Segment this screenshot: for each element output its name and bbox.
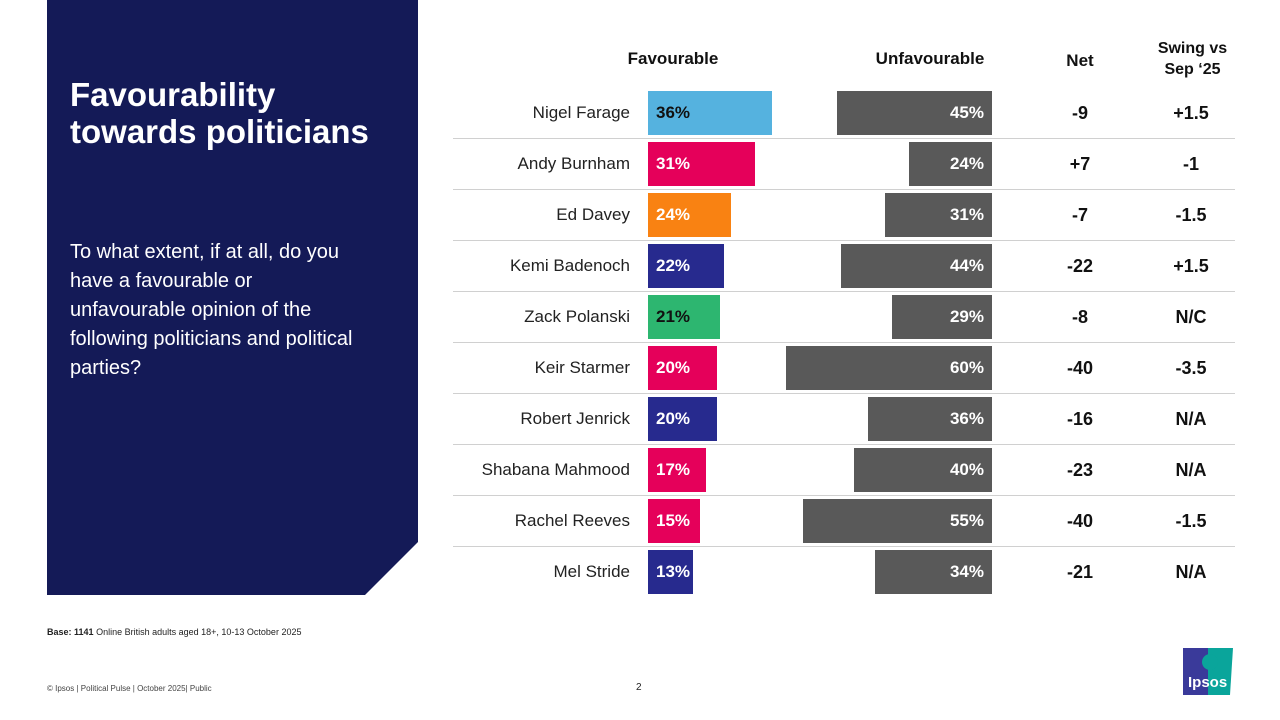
favourable-bar: 31% — [648, 142, 755, 186]
favourable-bar: 20% — [648, 397, 717, 441]
favourable-bar: 17% — [648, 448, 707, 492]
unfavourable-bar: 24% — [909, 142, 992, 186]
swing-value: N/A — [1175, 409, 1207, 429]
row-divider — [453, 393, 1235, 394]
favourable-label: 20% — [656, 409, 691, 428]
unfavourable-bar: 36% — [868, 397, 992, 441]
favourable-bar: 36% — [648, 91, 772, 135]
unfavourable-bar: 34% — [875, 550, 992, 594]
title-panel — [47, 0, 418, 595]
net-value: -40 — [1066, 358, 1093, 378]
swing-value: +1.5 — [1173, 103, 1209, 123]
unfavourable-bar: 31% — [885, 193, 992, 237]
net-value: -9 — [1071, 103, 1088, 123]
politician-name: Rachel Reeves — [514, 511, 630, 530]
page-number: 2 — [636, 682, 642, 693]
header-net: Net — [1066, 51, 1094, 70]
politician-name: Keir Starmer — [534, 358, 630, 377]
politician-name: Ed Davey — [556, 205, 630, 224]
swing-value: +1.5 — [1173, 256, 1209, 276]
row-divider — [453, 138, 1235, 139]
svg-text:Ipsos: Ipsos — [1188, 674, 1227, 691]
favourable-bar: 21% — [648, 295, 721, 339]
header-swing: Swing vs Sep ‘25 — [1157, 40, 1228, 78]
survey-question: To what extent, if at all, do you have a… — [70, 241, 353, 379]
row-divider — [453, 495, 1235, 496]
swing-value: N/A — [1175, 460, 1207, 480]
politician-name: Mel Stride — [553, 562, 630, 581]
row-divider — [453, 291, 1235, 292]
unfavourable-label: 40% — [949, 460, 984, 479]
net-value: -22 — [1066, 256, 1093, 276]
row-divider — [453, 444, 1235, 445]
net-value: +7 — [1069, 154, 1091, 174]
footer: © Ipsos | Political Pulse | October 2025… — [47, 684, 212, 693]
unfavourable-bar: 60% — [785, 346, 992, 390]
base-note: Base: 1141 Online British adults aged 18… — [47, 627, 301, 637]
unfavourable-bar: 55% — [802, 499, 992, 543]
swing-value: N/C — [1175, 307, 1207, 327]
page-title: Favourability towards politicians — [70, 76, 369, 150]
net-value: -23 — [1066, 460, 1093, 480]
unfavourable-label: 44% — [949, 256, 984, 275]
favourable-bar: 13% — [648, 550, 693, 594]
swing-value: -1.5 — [1175, 205, 1207, 225]
base-label: Base: — [47, 627, 72, 637]
favourable-label: 24% — [656, 205, 691, 224]
base-text: Online British adults aged 18+, 10-13 Oc… — [96, 627, 302, 637]
net-value: -16 — [1066, 409, 1093, 429]
favourable-label: 31% — [656, 154, 691, 173]
row-divider — [453, 546, 1235, 547]
swing-value: N/A — [1175, 562, 1207, 582]
unfavourable-label: 34% — [949, 562, 984, 581]
favourable-bar: 20% — [648, 346, 717, 390]
unfavourable-bar: 45% — [837, 91, 992, 135]
swing-value: -1 — [1182, 154, 1199, 174]
unfavourable-label: 36% — [949, 409, 984, 428]
unfavourable-label: 31% — [949, 205, 984, 224]
favourable-bar: 15% — [648, 499, 700, 543]
unfavourable-label: 55% — [949, 511, 984, 530]
net-value: -40 — [1066, 511, 1093, 531]
unfavourable-label: 60% — [949, 358, 984, 377]
base-value: 1141 — [74, 627, 94, 637]
favourable-label: 21% — [656, 307, 691, 326]
favourable-label: 20% — [656, 358, 691, 377]
politician-name: Andy Burnham — [517, 154, 630, 173]
row-divider — [453, 189, 1235, 190]
politician-name: Zack Polanski — [524, 307, 630, 326]
favourable-label: 15% — [656, 511, 691, 530]
unfavourable-label: 24% — [949, 154, 984, 173]
favourable-label: 22% — [656, 256, 691, 275]
unfavourable-bar: 44% — [840, 244, 992, 288]
unfavourable-label: 29% — [949, 307, 984, 326]
politician-name: Robert Jenrick — [520, 409, 630, 428]
politician-name: Nigel Farage — [532, 103, 630, 122]
favourable-bar: 24% — [648, 193, 731, 237]
favourable-label: 13% — [656, 562, 691, 581]
row-divider — [453, 240, 1235, 241]
favourable-label: 36% — [656, 103, 691, 122]
net-value: -21 — [1066, 562, 1093, 582]
header-favourable: Favourable — [627, 49, 719, 68]
unfavourable-bar: 40% — [854, 448, 992, 492]
unfavourable-label: 45% — [949, 103, 984, 122]
favourable-bar: 22% — [648, 244, 724, 288]
net-value: -8 — [1071, 307, 1088, 327]
politician-name: Shabana Mahmood — [481, 460, 630, 479]
row-divider — [453, 342, 1235, 343]
politician-name: Kemi Badenoch — [509, 256, 630, 275]
favourable-label: 17% — [656, 460, 691, 479]
swing-value: -1.5 — [1175, 511, 1207, 531]
net-value: -7 — [1071, 205, 1088, 225]
header-unfavourable: Unfavourable — [875, 49, 985, 68]
unfavourable-bar: 29% — [892, 295, 992, 339]
ipsos-logo: Ipsos — [1183, 648, 1233, 695]
swing-value: -3.5 — [1175, 358, 1207, 378]
